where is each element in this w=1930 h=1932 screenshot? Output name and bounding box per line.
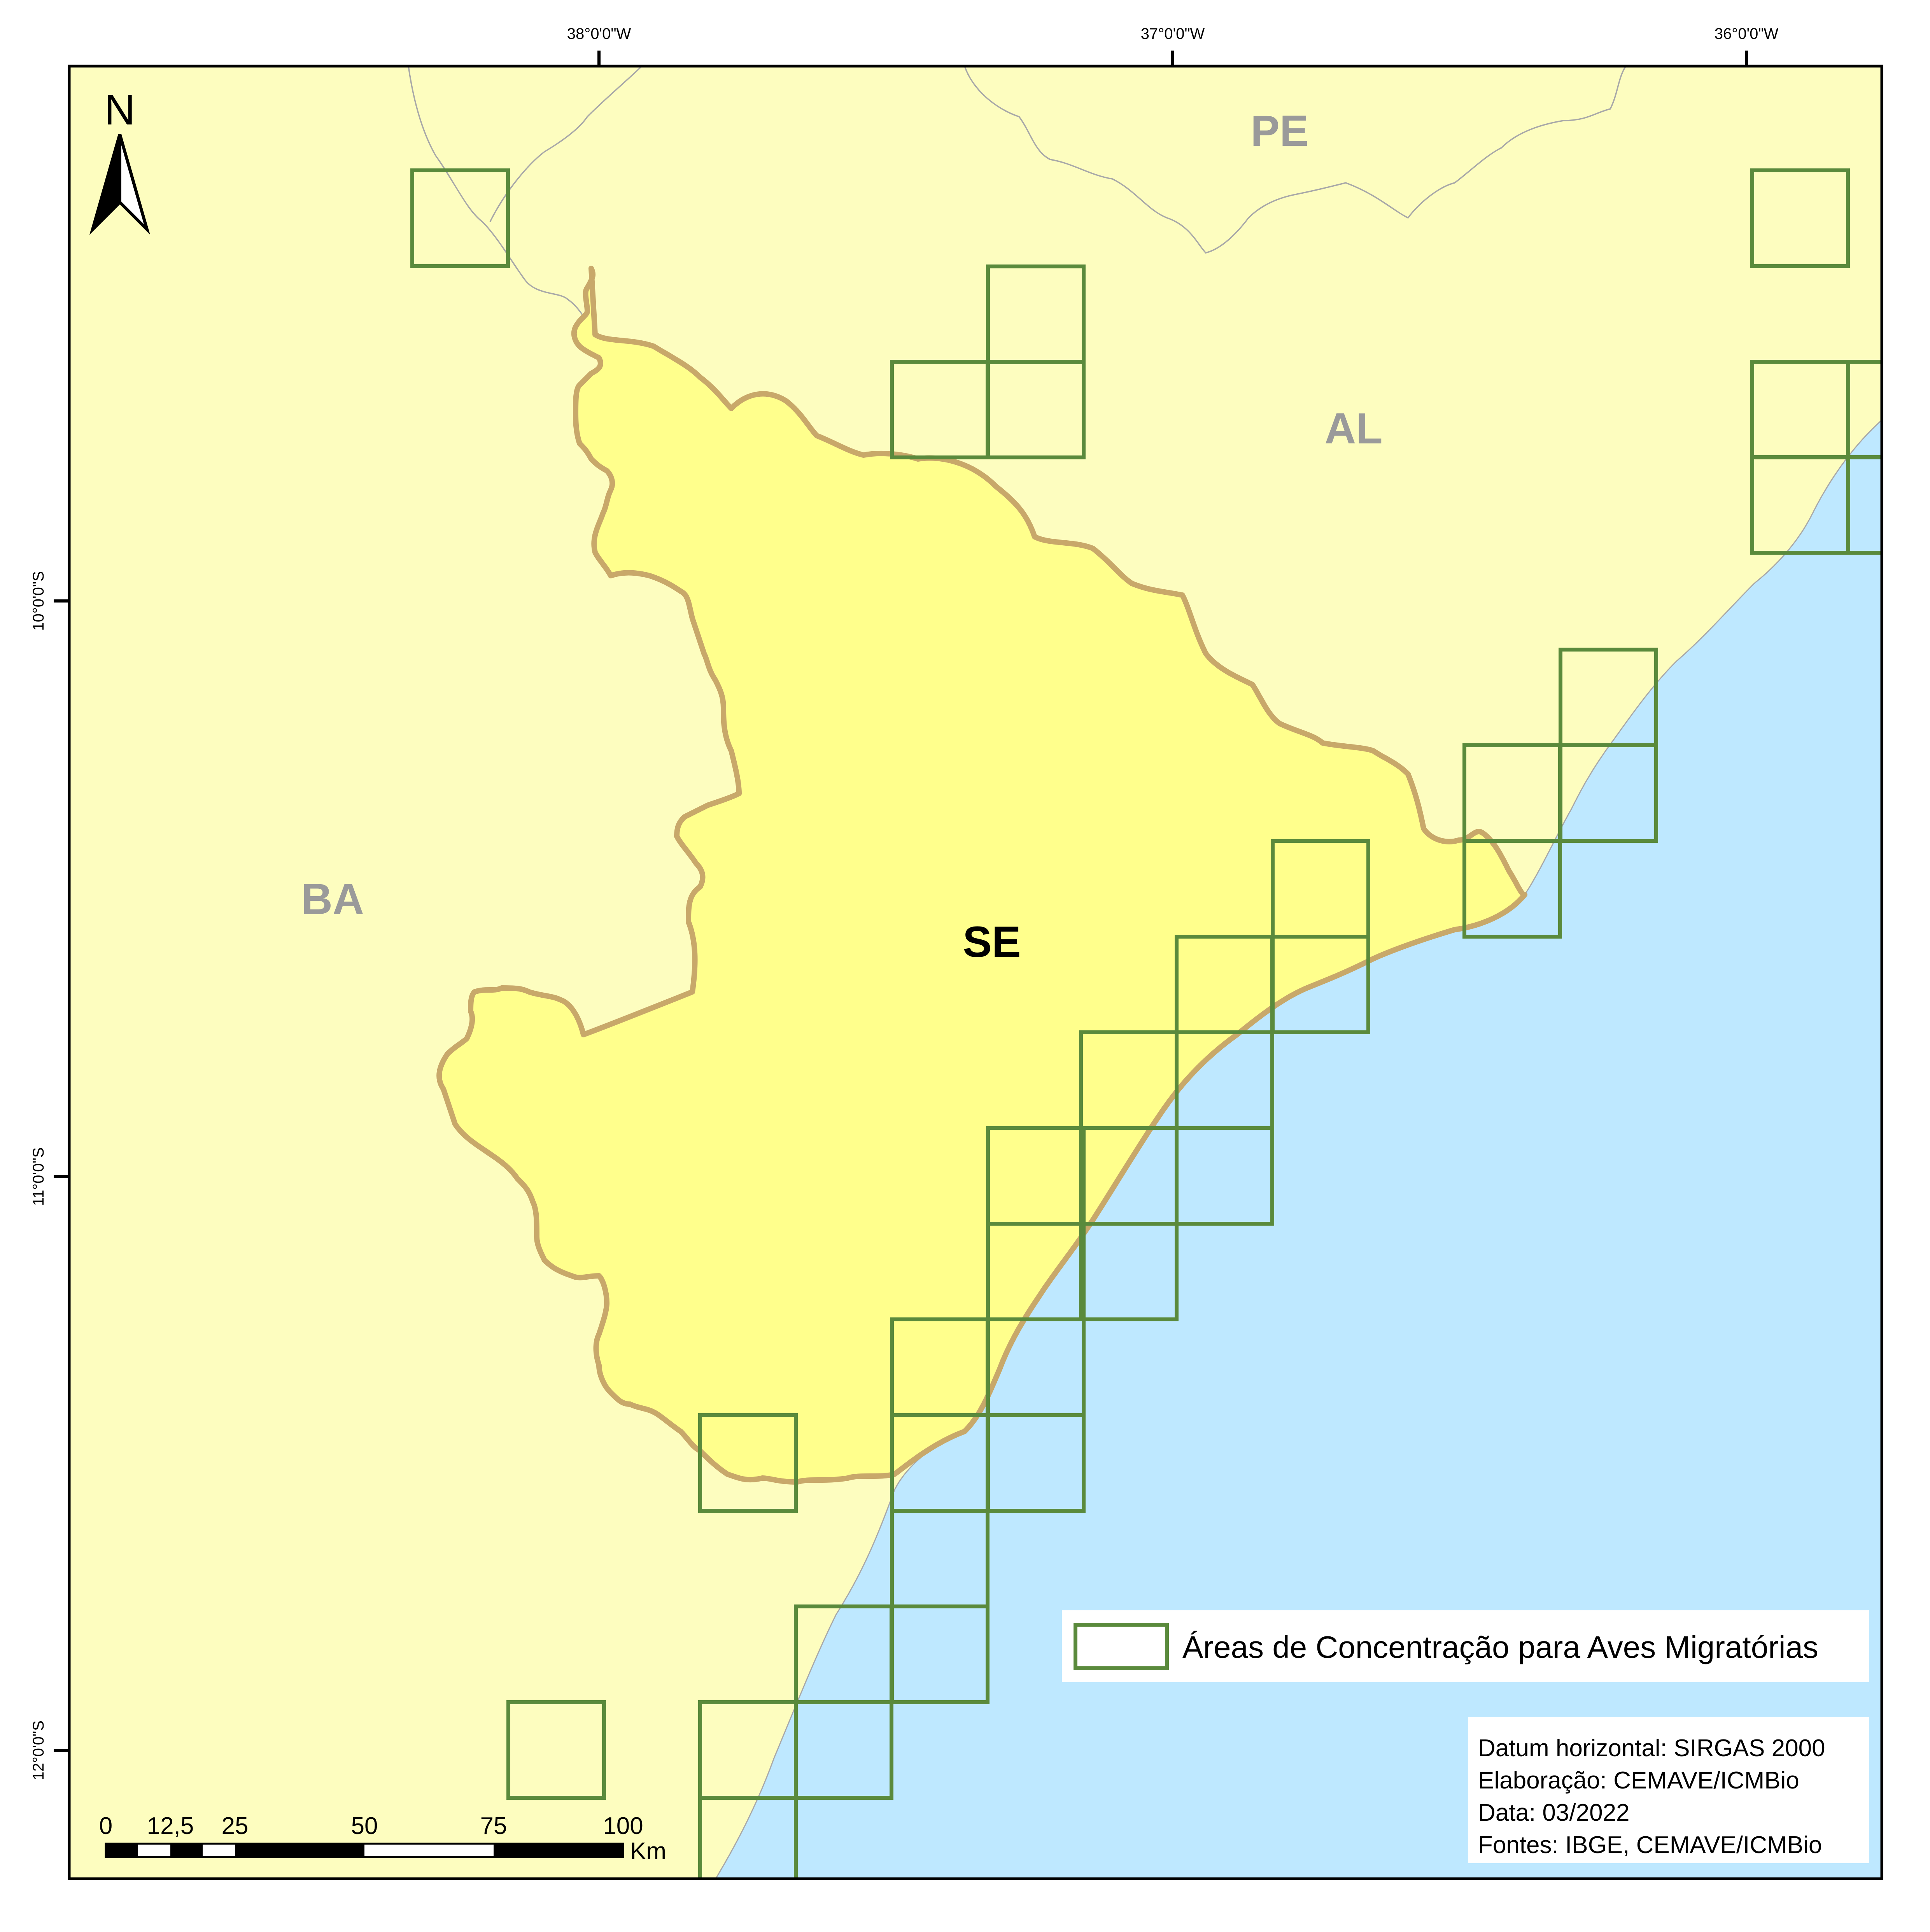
migratory-bird-area-cells [410, 168, 1882, 1879]
north-label: N [104, 86, 135, 134]
migratory-area-cell [794, 1700, 893, 1800]
migratory-area-cell [698, 1413, 798, 1513]
migratory-area-cell [1462, 839, 1562, 939]
legend: Áreas de Concentração para Aves Migratór… [1062, 1610, 1869, 1682]
map-frame [68, 65, 1883, 1880]
scale-tick-50: 50 [351, 1813, 378, 1839]
migratory-area-cell [1750, 168, 1850, 268]
border-pe-al [964, 66, 1627, 254]
migratory-area-cell [986, 360, 1086, 459]
scale-tick-100: 100 [603, 1813, 643, 1839]
scale-bar: 0 12,5 25 50 75 100 Km [99, 1813, 666, 1865]
scale-tick-75: 75 [480, 1813, 507, 1839]
scale-tick-25: 25 [222, 1813, 249, 1839]
state-label-al: AL [1324, 404, 1382, 453]
migratory-area-cell [1079, 1222, 1179, 1321]
migratory-area-cell [1559, 743, 1658, 843]
lat-label-12s: 12°0'0"S [30, 1720, 47, 1780]
state-label-se: SE [963, 918, 1021, 966]
border-ba-pe [408, 66, 596, 335]
migratory-area-cell [506, 1700, 606, 1800]
migratory-area-cell [410, 168, 510, 268]
north-arrow-icon [89, 133, 151, 235]
migratory-area-cell [1175, 1126, 1274, 1226]
lon-label-38w: 38°0'0"W [567, 25, 631, 42]
credit-datum: Datum horizontal: SIRGAS 2000 [1478, 1735, 1825, 1762]
green-square-outline-icon [1074, 1623, 1169, 1670]
lon-label-37w: 37°0'0"W [1141, 25, 1205, 42]
state-label-ba: BA [301, 875, 364, 923]
scale-unit: Km [630, 1838, 666, 1865]
border-ba-pe-north [489, 66, 643, 222]
sergipe-state [436, 266, 1527, 1485]
migratory-area-cell [986, 1413, 1086, 1513]
lat-label-10s: 10°0'0"S [30, 571, 47, 631]
credit-data: Data: 03/2022 [1478, 1799, 1630, 1826]
migratory-area-cell [890, 1604, 990, 1704]
lon-label-36w: 36°0'0"W [1715, 25, 1779, 42]
scale-tick-0: 0 [99, 1813, 112, 1839]
north-arrow: N [89, 86, 151, 235]
credit-elaboracao: Elaboração: CEMAVE/ICMBio [1478, 1767, 1799, 1794]
graticule: 38°0'0"W 37°0'0"W 36°0'0"W 10°0'0"S 11°0… [30, 25, 1779, 1780]
legend-item-label: Áreas de Concentração para Aves Migratór… [1182, 1630, 1818, 1664]
state-label-pe: PE [1250, 107, 1308, 155]
migratory-area-cell [1846, 455, 1882, 555]
migratory-area-cell [698, 1796, 798, 1879]
lat-label-11s: 11°0'0"S [30, 1147, 47, 1206]
migratory-area-cell [1846, 360, 1882, 459]
credits-box: Datum horizontal: SIRGAS 2000 Elaboração… [1468, 1717, 1869, 1863]
credit-fontes: Fontes: IBGE, CEMAVE/ICMBio [1478, 1832, 1822, 1858]
scale-tick-12-5: 12,5 [147, 1813, 194, 1839]
legend-box [1062, 1610, 1869, 1682]
